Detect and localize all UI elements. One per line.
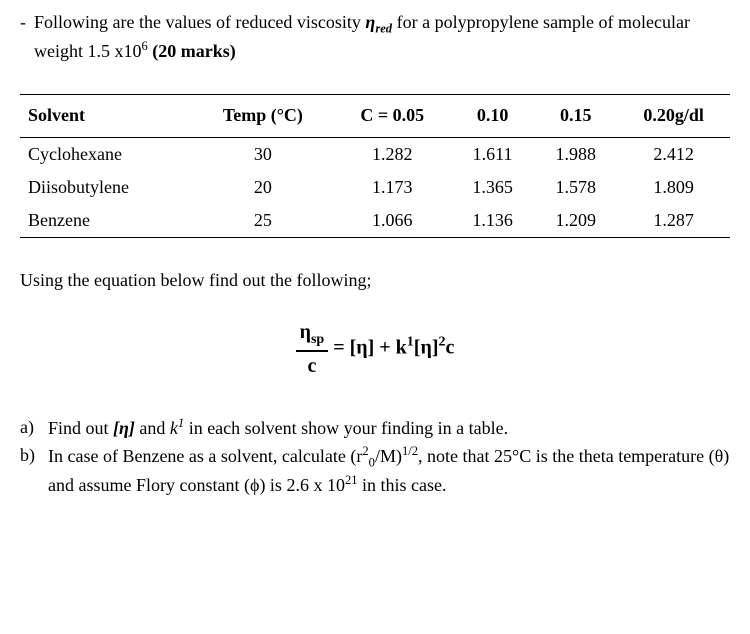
fraction: ηsp c — [296, 318, 329, 380]
intro-text: - Following are the values of reduced vi… — [20, 10, 730, 64]
table-header-row: Solvent Temp (°C) C = 0.05 0.10 0.15 0.2… — [20, 95, 730, 137]
questions-block: a) Find out [η] and k1 in each solvent s… — [20, 415, 730, 499]
col-temp: Temp (°C) — [192, 95, 333, 137]
table-row: Benzene 25 1.066 1.136 1.209 1.287 — [20, 204, 730, 238]
col-c015: 0.15 — [534, 95, 617, 137]
question-a: a) Find out [η] and k1 in each solvent s… — [20, 415, 730, 441]
using-text: Using the equation below find out the fo… — [20, 268, 730, 293]
bullet: - — [20, 10, 26, 35]
viscosity-table: Solvent Temp (°C) C = 0.05 0.10 0.15 0.2… — [20, 94, 730, 238]
eta-red-symbol: ηred — [365, 12, 392, 32]
question-b: b) In case of Benzene as a solvent, calc… — [20, 443, 730, 498]
col-c005: C = 0.05 — [334, 95, 451, 137]
equation: ηsp c = [η] + k1[η]2c — [20, 318, 730, 380]
col-solvent: Solvent — [20, 95, 192, 137]
intro-content: Following are the values of reduced visc… — [34, 10, 730, 64]
col-c010: 0.10 — [451, 95, 534, 137]
col-c020: 0.20g/dl — [617, 95, 730, 137]
table-row: Cyclohexane 30 1.282 1.611 1.988 2.412 — [20, 137, 730, 171]
table-row: Diisobutylene 20 1.173 1.365 1.578 1.809 — [20, 171, 730, 204]
